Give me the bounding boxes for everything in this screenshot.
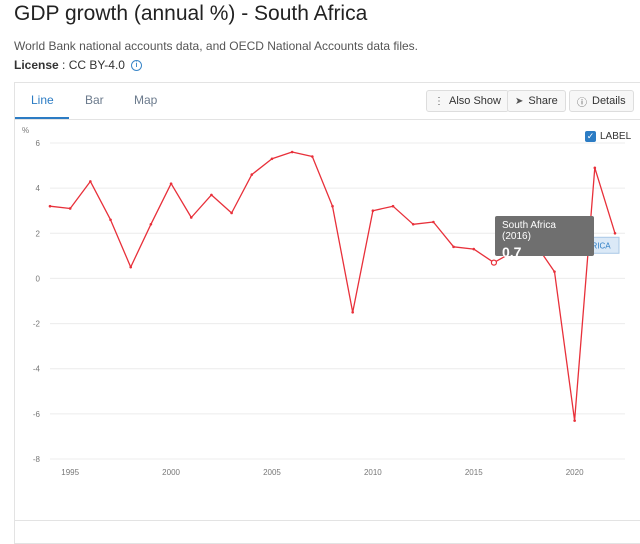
more-vertical-icon: ⋮ <box>434 95 444 107</box>
share-icon: ➤ <box>515 95 524 107</box>
data-point <box>250 173 254 176</box>
share-button[interactable]: ➤ Share <box>507 90 566 112</box>
tooltip: South Africa (2016) 0.7 <box>495 216 594 260</box>
license-value: CC BY-4.0 <box>68 58 125 72</box>
data-point <box>169 182 173 185</box>
label-checkbox[interactable]: ✓ <box>585 131 596 142</box>
x-tick-label: 2020 <box>566 468 584 477</box>
y-tick-label: -2 <box>33 320 41 329</box>
data-point <box>189 216 193 219</box>
x-tick-label: 2000 <box>162 468 180 477</box>
data-point <box>371 209 375 213</box>
details-button[interactable]: ⓘ Details <box>569 90 634 112</box>
y-tick-label: 6 <box>36 139 41 148</box>
data-point <box>210 193 213 197</box>
share-label: Share <box>528 95 558 107</box>
data-point <box>129 265 133 269</box>
data-point <box>48 204 52 208</box>
data-point <box>391 204 395 208</box>
data-point <box>331 204 334 208</box>
license-line: License : CC BY-4.0 i <box>14 58 142 72</box>
data-point <box>573 419 576 422</box>
data-point <box>432 220 435 224</box>
y-tick-label: -8 <box>33 455 41 464</box>
license-separator: : <box>58 58 69 72</box>
chart-card: Line Bar Map ⋮ Also Show ➤ Share ⓘ Detai… <box>14 82 640 544</box>
y-tick-label: 0 <box>36 274 41 283</box>
data-point <box>290 150 294 154</box>
data-point <box>230 211 233 215</box>
x-tick-label: 2010 <box>364 468 382 477</box>
x-tick-label: 2005 <box>263 468 281 477</box>
data-point <box>553 270 556 273</box>
highlight-point <box>490 259 498 266</box>
data-point <box>149 222 153 226</box>
series-layer <box>48 150 617 422</box>
data-point <box>452 245 455 249</box>
data-point <box>593 166 597 170</box>
tooltip-value: 0.7 <box>502 244 522 260</box>
also-show-button[interactable]: ⋮ Also Show <box>426 90 509 112</box>
data-point <box>270 157 274 161</box>
series-line <box>49 151 616 422</box>
data-point <box>89 180 92 183</box>
grid-lines <box>50 142 625 460</box>
info-icon[interactable]: i <box>130 59 142 71</box>
license-label: License <box>14 58 59 72</box>
data-point <box>351 310 354 314</box>
data-point <box>109 218 112 222</box>
data-point <box>68 207 72 210</box>
data-point <box>613 231 617 235</box>
y-tick-label: 4 <box>36 184 41 193</box>
label-toggle-text: LABEL <box>600 131 632 142</box>
data-point <box>472 247 476 251</box>
also-show-label: Also Show <box>449 95 501 107</box>
x-tick-label: 1995 <box>61 468 79 477</box>
label-toggle[interactable]: ✓ LABEL <box>585 131 631 142</box>
tab-line[interactable]: Line <box>31 93 54 107</box>
y-unit-label: % <box>22 126 29 135</box>
tab-map[interactable]: Map <box>134 93 158 107</box>
y-tick-label: -4 <box>33 365 41 374</box>
data-point <box>411 222 415 226</box>
y-tick-label: -6 <box>33 410 41 419</box>
page-title: GDP growth (annual %) - South Africa <box>14 2 368 25</box>
card-footer-divider <box>14 520 640 527</box>
tooltip-name: South Africa (2016) <box>502 220 556 242</box>
axis-labels: % 6 4 2 0 -2 -4 -6 -8 1995 2000 2005 2010 2015 2020 <box>22 126 584 477</box>
y-tick-label: 2 <box>36 229 41 238</box>
source-note: World Bank national accounts data, and O… <box>14 39 419 53</box>
active-tab-indicator <box>15 117 69 119</box>
tab-bar-chart[interactable]: Bar <box>85 93 104 107</box>
x-tick-label: 2015 <box>465 468 483 477</box>
info-circle-icon: ⓘ <box>577 97 587 109</box>
tab-bar: Line Bar Map ⋮ Also Show ➤ Share ⓘ Detai… <box>15 83 640 120</box>
details-label: Details <box>592 95 626 107</box>
data-point <box>311 155 314 158</box>
